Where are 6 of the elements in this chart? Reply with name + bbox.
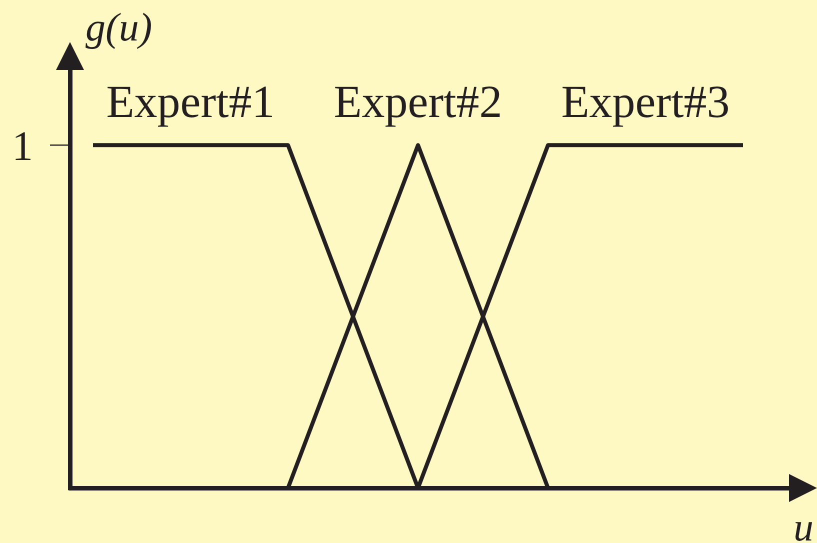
y-axis-title: g(u) <box>86 4 152 50</box>
series-label: Expert#1 <box>106 76 275 128</box>
series-label: Expert#3 <box>561 76 730 128</box>
text: 1 <box>12 124 33 170</box>
series-label: Expert#2 <box>334 76 502 128</box>
x-axis-title: u <box>794 504 814 543</box>
